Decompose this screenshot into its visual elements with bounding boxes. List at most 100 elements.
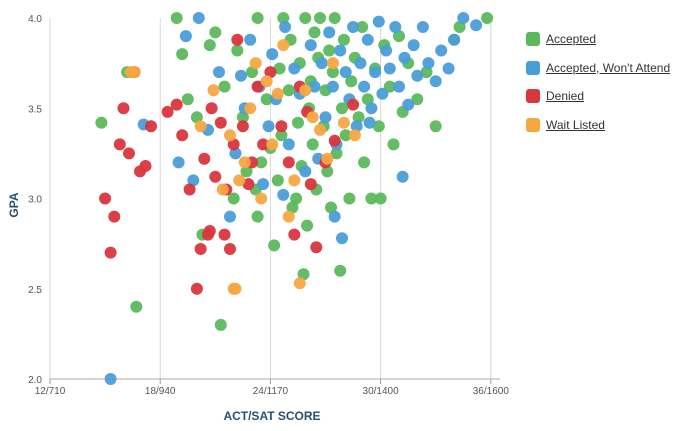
point-accepted (343, 192, 356, 205)
point-accepted-won-t-attend (396, 170, 409, 183)
point-wait-listed (216, 183, 229, 196)
chart-points (95, 12, 494, 385)
point-accepted-won-t-attend (104, 373, 117, 385)
point-accepted (95, 116, 108, 129)
point-accepted (240, 165, 253, 178)
point-accepted (325, 201, 337, 214)
point-accepted-won-t-attend (457, 12, 470, 24)
point-denied (203, 225, 216, 237)
point-accepted (260, 93, 273, 106)
point-accepted-won-t-attend (383, 62, 396, 75)
point-accepted (176, 48, 189, 61)
point-accepted-won-t-attend (213, 66, 225, 79)
legend-item-denied[interactable]: Denied (526, 87, 670, 105)
point-accepted (286, 201, 299, 214)
point-accepted-won-t-attend (172, 156, 185, 169)
point-denied (310, 241, 323, 254)
point-accepted (372, 120, 385, 133)
point-denied (194, 243, 207, 255)
point-accepted-won-t-attend (411, 69, 424, 82)
point-accepted (328, 12, 341, 24)
point-accepted-won-t-attend (257, 178, 270, 191)
point-accepted (297, 268, 310, 281)
point-accepted-won-t-attend (229, 147, 242, 160)
point-wait-listed (233, 174, 246, 187)
point-accepted-won-t-attend (422, 57, 435, 70)
point-accepted-won-t-attend (470, 19, 483, 32)
point-accepted-won-t-attend (319, 111, 332, 124)
point-accepted-won-t-attend (448, 33, 461, 46)
point-denied (183, 183, 196, 196)
legend-item-accepted[interactable]: Accepted (526, 30, 670, 48)
y-tick-label: 4.0 (28, 14, 42, 25)
point-accepted (282, 84, 295, 97)
point-accepted-won-t-attend (334, 44, 347, 57)
y-axis-label: GPA (7, 192, 21, 217)
point-accepted (214, 318, 227, 331)
point-denied (224, 243, 236, 255)
point-denied (264, 66, 277, 79)
point-accepted (275, 129, 288, 142)
chart-axes: 12/710 18/940 24/1170 30/1400 36/1600 2.0 2.5 3… (28, 14, 509, 397)
point-denied (288, 228, 301, 241)
legend-item-wait-listed[interactable]: Wait Listed (526, 116, 670, 134)
point-denied (242, 178, 255, 191)
point-accepted (336, 102, 348, 115)
point-denied (170, 98, 183, 111)
point-accepted-won-t-attend (398, 51, 411, 64)
legend-label: Denied (546, 89, 585, 103)
point-accepted-won-t-attend (402, 98, 415, 111)
point-wait-listed (249, 57, 262, 70)
point-accepted-won-t-attend (416, 21, 429, 33)
point-accepted (356, 21, 369, 33)
point-accepted (326, 66, 339, 79)
point-wait-listed (314, 123, 326, 136)
legend-label: Accepted (546, 32, 597, 46)
point-denied (117, 102, 130, 115)
point-accepted-won-t-attend (393, 80, 405, 93)
point-accepted (374, 192, 387, 205)
point-accepted (453, 21, 466, 33)
point-denied (198, 152, 211, 165)
point-wait-listed (194, 120, 207, 133)
point-denied (145, 120, 157, 133)
point-wait-listed (224, 129, 236, 142)
point-accepted (306, 138, 319, 151)
y-tick-label: 3.0 (28, 195, 42, 206)
point-accepted-won-t-attend (279, 21, 292, 33)
point-wait-listed (266, 138, 279, 151)
point-wait-listed (326, 57, 339, 70)
point-denied (139, 160, 152, 172)
point-denied (113, 138, 126, 151)
point-accepted (290, 192, 303, 205)
point-accepted (352, 111, 365, 124)
point-wait-listed (260, 75, 273, 88)
legend: Accepted Accepted, Won't Attend Denied W… (526, 30, 670, 144)
point-accepted-won-t-attend (304, 39, 317, 52)
point-wait-listed (229, 282, 242, 295)
point-accepted (251, 210, 264, 223)
point-accepted (393, 30, 405, 43)
point-accepted (387, 138, 400, 151)
legend-item-accepted-wont-attend[interactable]: Accepted, Won't Attend (526, 59, 670, 77)
point-wait-listed (271, 87, 284, 100)
point-wait-listed (282, 210, 295, 223)
point-denied (282, 156, 295, 169)
point-accepted-won-t-attend (369, 66, 382, 79)
point-accepted-won-t-attend (365, 102, 378, 115)
point-accepted-won-t-attend (435, 44, 448, 57)
point-accepted-won-t-attend (277, 188, 290, 201)
point-accepted-won-t-attend (336, 232, 348, 245)
point-denied (275, 120, 288, 133)
legend-swatch-wait-listed (526, 117, 540, 132)
point-accepted (299, 12, 312, 24)
point-accepted (181, 93, 194, 106)
point-accepted (308, 26, 321, 39)
point-accepted-won-t-attend (315, 57, 328, 70)
point-accepted (411, 93, 424, 106)
point-denied (328, 134, 341, 147)
point-denied (176, 129, 189, 142)
point-accepted (203, 39, 216, 52)
point-wait-listed (306, 111, 319, 124)
point-accepted-won-t-attend (192, 12, 205, 24)
